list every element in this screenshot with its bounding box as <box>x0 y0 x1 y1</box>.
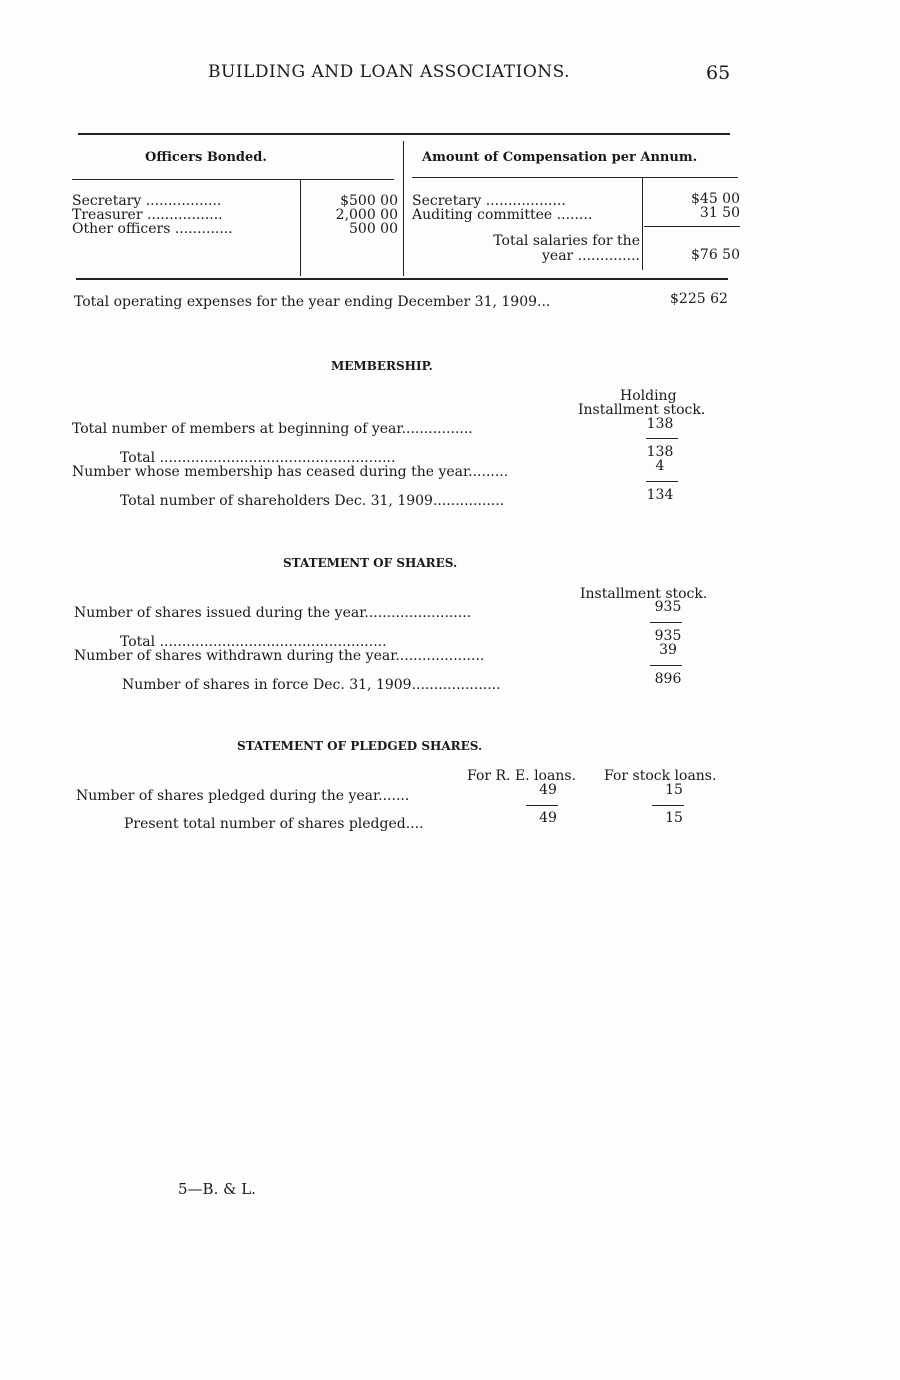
bonded-label: Secretary ................. <box>72 193 222 209</box>
bonded-value: 2,000 00 <box>335 207 398 223</box>
column-header: Installment stock. <box>580 586 708 602</box>
table-divider <box>403 141 404 276</box>
bonded-values: $500 00 2,000 00 500 00 <box>310 194 398 236</box>
rule <box>652 805 684 806</box>
row-label: Total number of members at beginning of … <box>72 421 473 437</box>
compensation-values: $45 00 31 50 <box>650 192 740 220</box>
total-salaries-line: year .............. <box>542 248 640 264</box>
column-header: Installment stock. <box>578 402 706 418</box>
comp-value: 31 50 <box>699 205 740 221</box>
comp-label: Auditing committee ........ <box>412 207 593 223</box>
row-value: 15 <box>665 810 683 826</box>
row-value: 138 <box>646 444 674 460</box>
row-value: 134 <box>646 487 674 503</box>
row-value: 39 <box>659 642 677 658</box>
total-salaries-value: $76 50 <box>691 247 740 263</box>
table-top-rule <box>78 133 730 135</box>
row-label: Present total number of shares pledged..… <box>124 816 424 832</box>
rule <box>646 438 678 439</box>
col-rule <box>642 178 643 270</box>
rule <box>72 179 394 180</box>
bonded-label: Treasurer ................. <box>72 207 223 223</box>
page-number: 65 <box>706 62 731 84</box>
column-header: For stock loans. <box>604 768 717 784</box>
rule <box>650 622 682 623</box>
rule <box>412 177 738 178</box>
row-value: 138 <box>646 416 674 432</box>
shares-heading: STATEMENT OF SHARES. <box>283 556 458 570</box>
bonded-value: 500 00 <box>349 221 398 237</box>
row-label: Number of shares issued during the year.… <box>74 605 472 621</box>
bonded-label: Other officers ............. <box>72 221 233 237</box>
rule <box>526 805 558 806</box>
row-label: Number of shares in force Dec. 31, 1909.… <box>122 677 501 693</box>
comp-label: Secretary .................. <box>412 193 566 209</box>
comp-value: $45 00 <box>691 191 740 207</box>
row-value: 935 <box>654 599 682 615</box>
row-value: 4 <box>655 458 665 474</box>
membership-heading: MEMBERSHIP. <box>331 359 433 373</box>
total-salaries-label: Total salaries for the year ............… <box>420 234 640 264</box>
row-value: 49 <box>539 782 557 798</box>
rule <box>646 481 678 482</box>
operating-expenses-label: Total operating expenses for the year en… <box>74 294 551 310</box>
compensation-list: Secretary .................. Auditing co… <box>412 194 592 222</box>
row-value: 49 <box>539 810 557 826</box>
table-bottom-rule <box>76 278 728 280</box>
total-salaries-line: Total salaries for the <box>493 233 640 249</box>
rule <box>644 226 740 227</box>
col-rule <box>300 180 301 276</box>
bonded-list: Secretary ................. Treasurer ..… <box>72 194 233 236</box>
officers-bonded-heading: Officers Bonded. <box>145 150 267 165</box>
bonded-value: $500 00 <box>340 193 398 209</box>
row-value: 896 <box>654 671 682 687</box>
row-label: Total ..................................… <box>120 634 387 650</box>
row-label: Number of shares pledged during the year… <box>76 788 410 804</box>
column-header: For R. E. loans. <box>467 768 576 784</box>
row-label: Total number of shareholders Dec. 31, 19… <box>120 493 505 509</box>
operating-expenses-value: $225 62 <box>670 291 728 307</box>
row-label: Number whose membership has ceased durin… <box>72 464 509 480</box>
row-label: Total ..................................… <box>120 450 396 466</box>
rule <box>650 665 682 666</box>
pledged-heading: STATEMENT OF PLEDGED SHARES. <box>237 739 483 753</box>
row-value: 935 <box>654 628 682 644</box>
row-label: Number of shares withdrawn during the ye… <box>74 648 485 664</box>
signature-mark: 5—B. & L. <box>178 1180 256 1198</box>
row-value: 15 <box>665 782 683 798</box>
column-header: Holding <box>620 388 677 404</box>
running-title: BUILDING AND LOAN ASSOCIATIONS. <box>208 62 571 82</box>
compensation-heading: Amount of Compensation per Annum. <box>422 150 698 165</box>
